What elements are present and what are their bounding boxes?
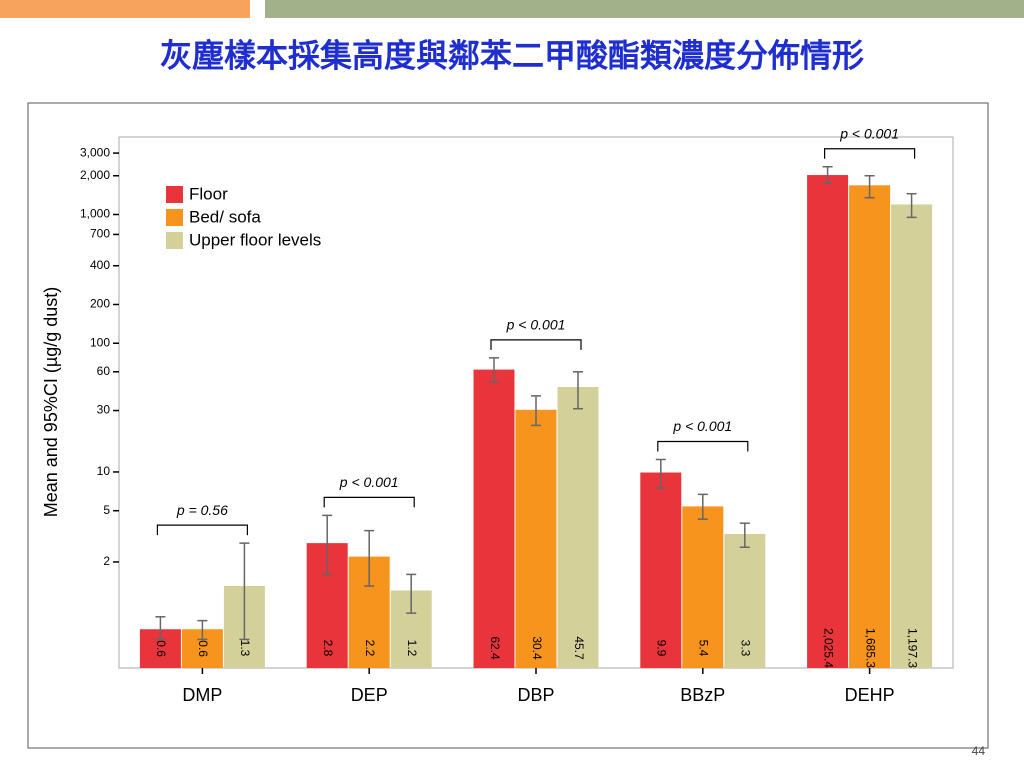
data-label: 1,197.3	[905, 628, 919, 668]
y-tick-label: 700	[90, 227, 110, 241]
bar	[557, 387, 599, 668]
bar	[724, 533, 766, 668]
top-bar-orange	[0, 0, 250, 18]
annotation: p = 0.56	[176, 502, 228, 518]
data-label: 30.4	[530, 636, 544, 660]
data-label: 1.3	[238, 640, 252, 657]
x-tick-label: DEP	[351, 685, 388, 705]
legend-swatch	[166, 209, 183, 226]
data-label: 3.3	[739, 640, 753, 657]
top-bar-green	[265, 0, 1024, 18]
y-tick-label: 5	[103, 503, 110, 517]
bar	[640, 472, 682, 668]
chart-title: 灰塵樣本採集高度與鄰苯二甲酸酯類濃度分佈情形	[160, 37, 864, 75]
bar	[682, 506, 724, 668]
y-tick-label: 400	[90, 258, 110, 272]
data-label: 1,685.3	[863, 628, 877, 668]
y-tick-label: 2	[103, 554, 110, 568]
data-label: 2.8	[321, 640, 335, 657]
data-label: 1.2	[405, 640, 419, 657]
y-tick-label: 200	[90, 297, 110, 311]
data-label: 62.4	[488, 636, 502, 660]
legend-label: Upper floor levels	[189, 230, 321, 249]
bar	[891, 204, 933, 669]
bar	[515, 409, 557, 668]
bar	[807, 175, 849, 668]
y-tick-label: 100	[90, 335, 110, 349]
y-tick-label: 30	[97, 403, 111, 417]
data-label: 2,025.4	[821, 628, 835, 668]
y-tick-label: 60	[97, 364, 111, 378]
p-bracket	[156, 524, 248, 536]
legend-swatch	[166, 186, 183, 203]
x-tick-label: BBzP	[680, 685, 725, 705]
legend-label: Floor	[189, 184, 228, 203]
x-tick-label: DEHP	[845, 685, 895, 705]
annotation: p < 0.001	[339, 474, 399, 490]
y-tick-label: 10	[97, 464, 111, 478]
legend-swatch	[166, 232, 183, 249]
data-label: 2.2	[363, 640, 377, 657]
annotation: p < 0.001	[839, 125, 899, 141]
x-tick-label: DBP	[517, 685, 554, 705]
y-tick-label: 2,000	[80, 168, 110, 182]
p-bracket	[824, 148, 916, 159]
y-tick-label: 3,000	[80, 145, 110, 159]
annotation: p < 0.001	[506, 317, 566, 333]
x-tick-label: DMP	[182, 685, 222, 705]
p-bracket	[657, 440, 749, 452]
p-bracket	[323, 496, 415, 508]
legend-label: Bed/ sofa	[189, 207, 261, 226]
y-axis-label: Mean and 95%CI (µg/g dust)	[41, 287, 61, 518]
y-tick-label: 1,000	[80, 207, 110, 221]
data-label: 45.7	[572, 636, 586, 660]
page-number: 44	[972, 744, 986, 758]
p-bracket	[490, 339, 582, 350]
data-label: 0.6	[196, 640, 210, 657]
annotation: p < 0.001	[672, 418, 732, 434]
data-label: 5.4	[697, 640, 711, 657]
data-label: 0.6	[154, 640, 168, 657]
bar	[473, 369, 515, 668]
data-label: 9.9	[655, 640, 669, 657]
bar	[849, 185, 891, 668]
